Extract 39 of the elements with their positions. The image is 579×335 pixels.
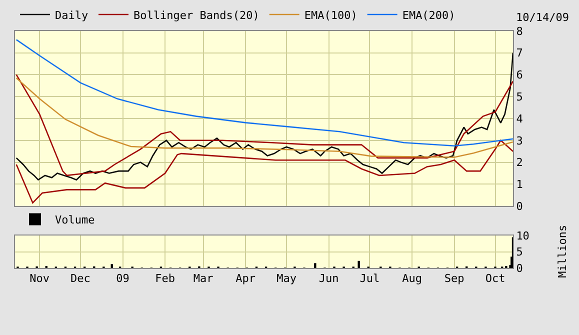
x-tick-label: Jun [318, 272, 339, 286]
bar [358, 260, 360, 268]
y-tick-label: 2 [516, 156, 523, 170]
y-tick-label: 7 [516, 46, 523, 60]
line-series [16, 74, 513, 176]
x-tick-label: Nov [30, 272, 50, 286]
y-axis-title: Millions [556, 224, 570, 278]
y-tick-label: 8 [516, 24, 523, 38]
bar [110, 264, 113, 268]
x-tick-label: Feb [155, 272, 176, 286]
x-tick-label: May [276, 272, 297, 286]
bar [314, 263, 316, 268]
y-tick-label: 0 [516, 262, 523, 275]
y-tick-label: 5 [516, 90, 523, 104]
line-series [16, 140, 513, 204]
text: 10/14/09 [516, 11, 569, 24]
y-tick-label: 3 [516, 134, 523, 148]
line-series [16, 39, 513, 147]
y-tick-label: 6 [516, 68, 523, 82]
y-tick-label: 10 [516, 229, 530, 242]
x-tick-label: Dec [70, 272, 90, 286]
x-tick-label: Mar [193, 272, 214, 286]
x-tick-label: Apr [236, 272, 256, 286]
legend-label: Daily [55, 8, 88, 22]
y-tick-label: 4 [516, 112, 524, 126]
legend-label: EMA(100) [304, 8, 358, 22]
line-series [16, 52, 513, 180]
y-tick-label: 5 [516, 246, 523, 259]
x-tick-label: 09 [116, 272, 130, 286]
legend-label: Volume [55, 214, 95, 227]
legend-label: Bollinger Bands(20) [133, 8, 260, 22]
x-tick-label: Aug [402, 272, 422, 286]
y-tick-label: 0 [516, 200, 523, 213]
x-tick-label: Jul [360, 272, 380, 286]
x-tick-label: Sep [444, 272, 464, 286]
y-tick-label: 1 [516, 178, 523, 192]
line-series [16, 77, 513, 158]
legend-label: EMA(200) [402, 8, 456, 22]
x-tick-label: Oct [485, 272, 506, 286]
